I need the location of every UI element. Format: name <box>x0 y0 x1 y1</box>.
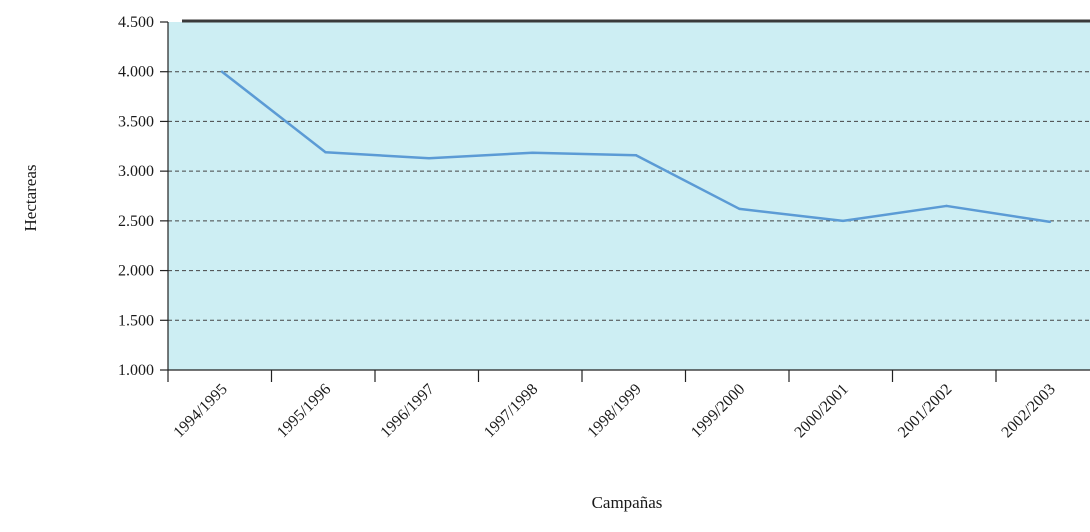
y-tick-label: 1.500 <box>118 312 154 329</box>
y-tick-label: 4.000 <box>118 64 154 81</box>
data-point <box>841 219 845 223</box>
data-point <box>531 151 534 154</box>
x-tick-label: 1994/1995 <box>170 381 230 441</box>
series-group <box>220 70 1052 224</box>
x-tick-label: 1996/1997 <box>377 381 437 441</box>
x-tick-label: 1998/1999 <box>584 381 644 441</box>
y-tick-label: 3.000 <box>118 163 154 180</box>
y-tick-label: 2.500 <box>118 213 154 230</box>
x-tick-label: 2000/2001 <box>791 381 851 441</box>
plot-area <box>168 22 1090 370</box>
x-tick-label: 1999/2000 <box>688 381 748 441</box>
data-point <box>220 70 224 73</box>
data-point <box>427 157 431 160</box>
data-point <box>1048 220 1052 224</box>
x-tick-label: 2001/2002 <box>895 381 955 441</box>
x-tick-label: 1997/1998 <box>481 381 541 441</box>
data-point <box>945 204 948 208</box>
data-point <box>324 151 327 154</box>
data-point <box>634 154 638 157</box>
y-tick-label: 2.000 <box>118 263 154 280</box>
y-tick-label: 3.500 <box>118 113 154 130</box>
x-tick-label: 2002/2003 <box>998 381 1058 441</box>
y-tick-label: 1.000 <box>118 362 154 379</box>
y-tick-label: 4.500 <box>118 14 154 31</box>
y-axis-title: Hectareas <box>21 164 40 231</box>
data-point <box>738 207 741 211</box>
x-tick-label: 1995/1996 <box>274 381 334 441</box>
y-axis-ticks: 1.000 1.500 2.000 2.500 3.000 3.500 4.000 4.500 <box>118 14 168 379</box>
x-axis-title: Campañas <box>592 493 663 512</box>
x-axis-ticks: 1994/1995 1995/1996 1996/1997 1997/1998 1998… <box>167 370 1059 441</box>
